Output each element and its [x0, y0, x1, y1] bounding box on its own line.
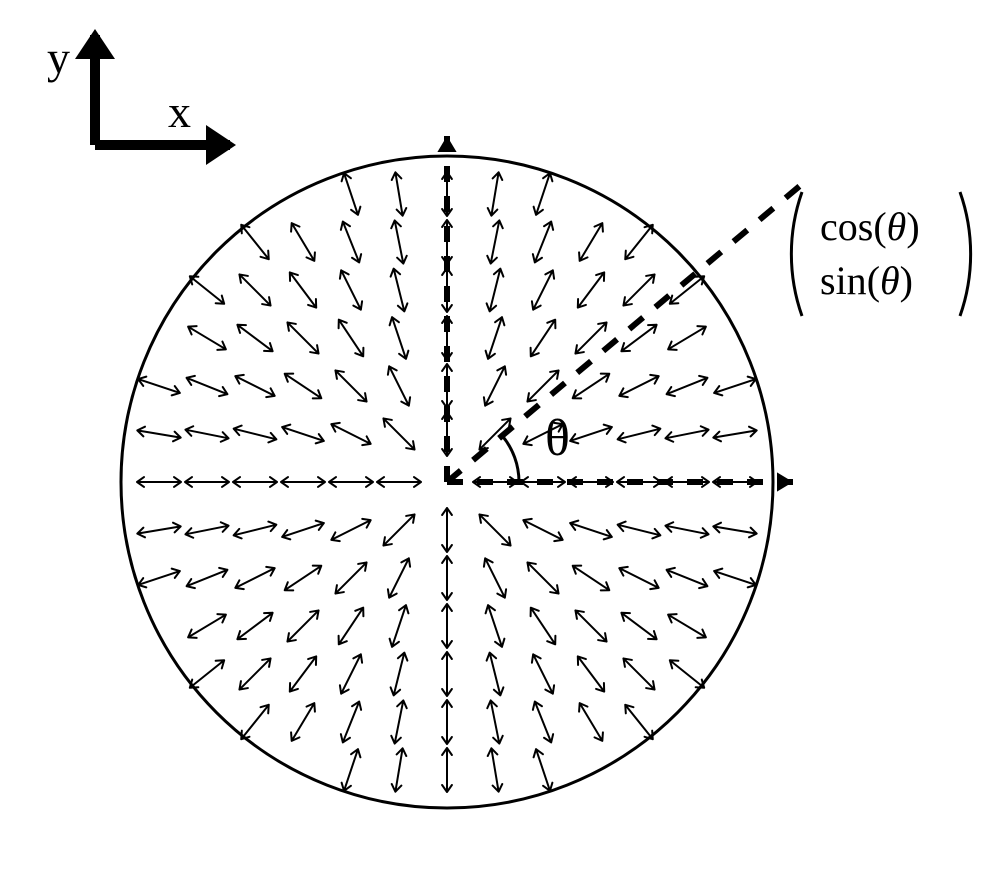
x-axis-label: x	[168, 86, 191, 137]
sin-row: sin(θ)	[820, 258, 913, 303]
theta-label: θ	[545, 410, 570, 467]
cos-row: cos(θ)	[820, 204, 920, 249]
y-axis-label: y	[47, 32, 70, 83]
diagram-canvas: θ y x cos(θ) sin(θ)	[0, 0, 1000, 874]
